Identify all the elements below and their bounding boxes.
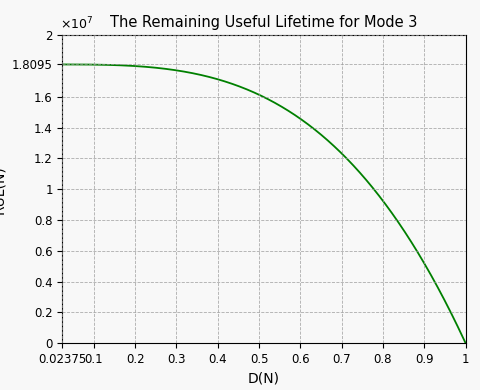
X-axis label: D(N): D(N): [248, 372, 280, 385]
Text: $\times 10^7$: $\times 10^7$: [60, 16, 94, 32]
Y-axis label: RUL(N): RUL(N): [0, 165, 6, 213]
Title: The Remaining Useful Lifetime for Mode 3: The Remaining Useful Lifetime for Mode 3: [110, 15, 418, 30]
